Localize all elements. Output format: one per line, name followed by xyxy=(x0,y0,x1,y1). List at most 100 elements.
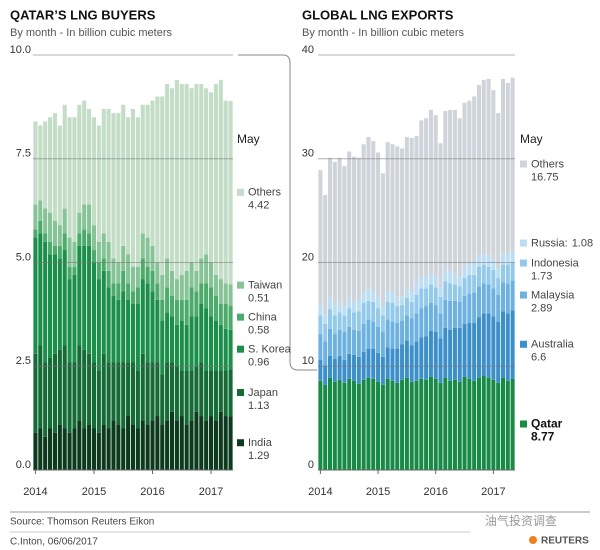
bar-segment xyxy=(419,120,424,276)
bar-segment xyxy=(409,138,414,292)
bar-segment xyxy=(218,324,223,371)
bar-segment xyxy=(38,200,43,221)
bar-segment xyxy=(140,279,145,354)
bar-segment xyxy=(510,251,515,263)
bar-segment xyxy=(150,291,155,363)
bar-segment xyxy=(323,341,328,366)
legend-swatch xyxy=(520,340,527,348)
bar-segment xyxy=(218,370,223,412)
bar-segment xyxy=(366,377,371,470)
bar-segment xyxy=(505,283,510,314)
bar-segment xyxy=(424,277,429,289)
bar-segment xyxy=(87,108,92,205)
bar-segment xyxy=(337,329,342,356)
y-tick-label: 5.0 xyxy=(16,251,31,263)
bar-segment xyxy=(342,332,347,361)
bar-segment xyxy=(116,113,121,263)
bar-segment xyxy=(106,270,111,288)
legend-label: Japan xyxy=(248,387,278,399)
bar-segment xyxy=(209,287,214,317)
bar-segment xyxy=(126,117,131,255)
bar-segment xyxy=(347,298,352,309)
bar-segment xyxy=(500,311,506,378)
bar-segment xyxy=(101,270,106,354)
bar-segment xyxy=(135,117,140,267)
bar-segment xyxy=(77,233,82,246)
bar-segment xyxy=(57,349,62,425)
bar-segment xyxy=(52,221,57,246)
bar-segment xyxy=(448,283,453,301)
bar-segment xyxy=(62,345,67,429)
bar-segment xyxy=(433,332,438,379)
bar-segment xyxy=(337,355,342,380)
bar-segment xyxy=(91,262,97,363)
bar-segment xyxy=(356,311,361,331)
bar-segment xyxy=(419,337,424,379)
bar-segment xyxy=(376,352,381,382)
bar-segment xyxy=(48,212,53,242)
bar-segment xyxy=(428,273,433,285)
bar-segment xyxy=(462,267,467,279)
bar-segment xyxy=(184,270,189,300)
bar-segment xyxy=(491,316,496,380)
bar-segment xyxy=(87,424,92,470)
chart-subtitle: By month - In billion cubic meters xyxy=(302,27,465,39)
bar-segment xyxy=(428,302,433,331)
bar-segment xyxy=(57,258,62,350)
bar-segment xyxy=(67,362,72,433)
bar-segment xyxy=(101,258,106,271)
bar-segment xyxy=(318,334,323,361)
bar-segment xyxy=(43,436,48,470)
bar-segment xyxy=(443,377,448,470)
bar-segment xyxy=(116,283,121,300)
bar-segment xyxy=(223,370,228,417)
bar-segment xyxy=(457,118,462,278)
bar-segment xyxy=(62,208,67,234)
bar-segment xyxy=(199,84,204,259)
bar-segment xyxy=(438,287,443,297)
bar-segment xyxy=(194,411,199,470)
bar-segment xyxy=(106,428,111,470)
bar-segment xyxy=(87,204,92,234)
bar-segment xyxy=(496,294,501,322)
bar-segment xyxy=(194,366,199,412)
bar-segment xyxy=(510,379,515,470)
bar-segment xyxy=(145,266,150,284)
bar-segment xyxy=(209,262,214,288)
bar-segment xyxy=(165,312,170,363)
bar-segment xyxy=(48,254,53,358)
bar-segment xyxy=(72,117,77,242)
bar-segment xyxy=(199,258,204,284)
legend-value: 4.42 xyxy=(248,200,269,212)
legend-value: 0.96 xyxy=(248,357,269,369)
bar-segment xyxy=(72,274,77,363)
bar-segment xyxy=(204,88,209,255)
bar-segment xyxy=(96,125,101,242)
bar-segment xyxy=(404,288,409,298)
bar-segment xyxy=(52,113,57,221)
bar-segment xyxy=(121,291,126,363)
bar-segment xyxy=(342,307,347,316)
bar-segment xyxy=(481,313,486,376)
bar-segment xyxy=(160,374,165,425)
bar-segment xyxy=(505,83,510,255)
bar-segment xyxy=(438,382,443,470)
bar-segment xyxy=(347,151,352,299)
bar-segment xyxy=(223,304,228,329)
bar-segment xyxy=(228,101,233,285)
bar-segment xyxy=(72,241,77,267)
bar-segment xyxy=(318,360,323,381)
bar-segment xyxy=(342,360,347,383)
bar-segment xyxy=(121,428,126,470)
bar-segment xyxy=(165,258,170,288)
bar-segment xyxy=(476,266,481,287)
bar-segment xyxy=(467,293,472,323)
bar-segment xyxy=(457,381,462,470)
bar-segment xyxy=(433,378,438,470)
bar-segment xyxy=(155,299,160,363)
bar-segment xyxy=(213,420,218,470)
bar-segment xyxy=(428,109,433,274)
x-tick-label: 2017 xyxy=(199,486,223,498)
bar-segment xyxy=(33,121,38,205)
bar-segment xyxy=(33,237,38,354)
